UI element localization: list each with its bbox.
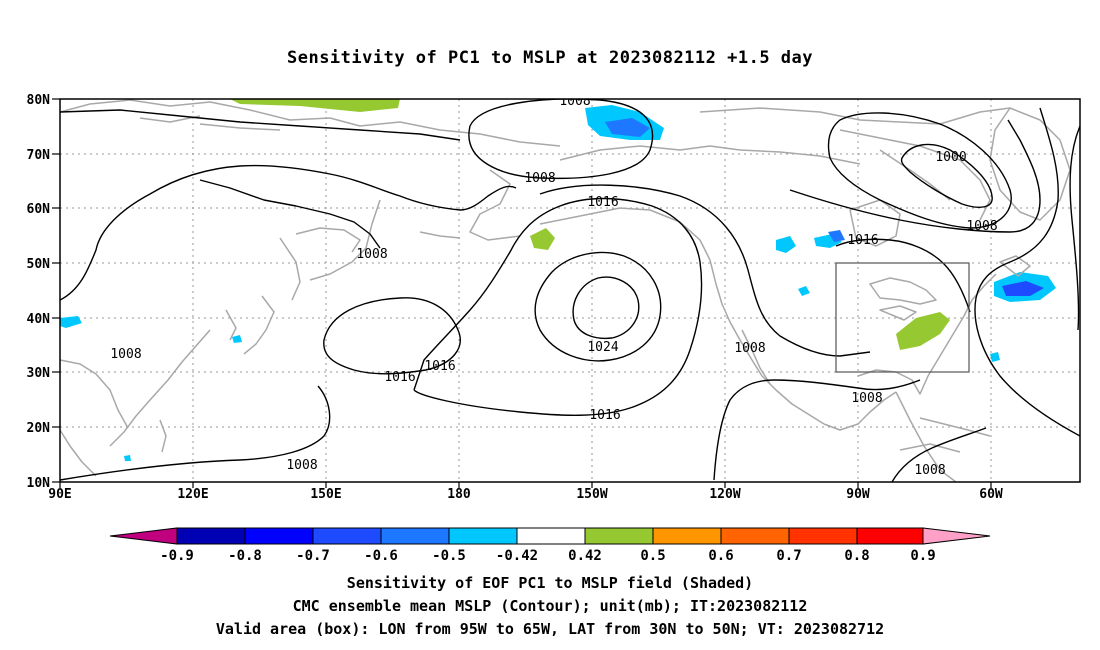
coastlines	[60, 99, 1071, 482]
colorbar-cell	[244, 527, 314, 545]
plot-title: Sensitivity of PC1 to MSLP at 2023082112…	[286, 48, 813, 68]
contour-label: 1016	[847, 233, 878, 248]
lon-tick-label: 150W	[576, 487, 607, 502]
lat-tick-label: 10N	[27, 476, 51, 491]
shade-blue-canada3	[828, 230, 845, 242]
colorbar-label: 0.8	[844, 548, 869, 564]
lon-tick-label: 60W	[979, 487, 1003, 502]
lat-tick-labels: 80N 70N 60N 50N 40N 30N 20N 10N	[27, 93, 51, 491]
sensitivity-shading	[60, 99, 1056, 461]
contour-label: 1024	[587, 340, 618, 355]
colorbar-cell	[788, 527, 858, 545]
colorbar-cell	[856, 527, 924, 545]
colorbar-label: -0.8	[228, 548, 262, 564]
shade-green-arctic	[230, 99, 400, 112]
lon-tick-labels: 90E 120E 150E 180 150W 120W 90W 60W	[48, 487, 1003, 502]
colorbar-label: 0.42	[568, 548, 602, 564]
contour-label: 1016	[589, 408, 620, 423]
axis-ticks	[52, 98, 992, 488]
colorbar-labels: -0.9 -0.8 -0.7 -0.6 -0.5 -0.42 0.42 0.5 …	[160, 548, 936, 564]
contour-label: 1000	[935, 150, 966, 165]
shade-blue-dot3	[232, 335, 242, 343]
contour-labels: 1008 1008 1016 1008 1008 1024 1016 1016 …	[110, 94, 997, 478]
contour-label: 1016	[587, 195, 618, 210]
colorbar-label: 0.6	[708, 548, 733, 564]
shade-blue-canada1	[776, 236, 796, 253]
lon-tick-label: 180	[447, 487, 471, 502]
caption-line-1: Sensitivity of EOF PC1 to MSLP field (Sh…	[346, 574, 754, 592]
shade-blue-dot2	[990, 352, 1000, 362]
shade-blue-westedge	[60, 316, 82, 328]
colorbar-label: -0.5	[432, 548, 466, 564]
colorbar-label: -0.9	[160, 548, 194, 564]
lat-tick-label: 20N	[27, 421, 51, 436]
map-panel: 1008 1008 1016 1008 1008 1024 1016 1016 …	[60, 94, 1080, 482]
lat-tick-label: 70N	[27, 148, 51, 163]
mslp-contours	[60, 99, 1080, 482]
gridlines	[60, 99, 1080, 482]
shade-blue-atlantic-core	[1002, 281, 1044, 296]
colorbar-label: 0.9	[910, 548, 935, 564]
colorbar-cell	[109, 527, 178, 545]
contour-label: 1016	[384, 370, 415, 385]
shade-blue-beaufort-core	[605, 118, 650, 137]
lon-tick-label: 120E	[177, 487, 208, 502]
shade-blue-dot1	[798, 286, 810, 296]
colorbar-label: -0.42	[496, 548, 538, 564]
contour-label: 1008	[110, 347, 141, 362]
shade-green-aleutian	[530, 228, 555, 250]
contour-label: 1008	[734, 341, 765, 356]
lon-tick-label: 150E	[310, 487, 341, 502]
lat-tick-label: 80N	[27, 93, 51, 108]
colorbar-cell	[380, 527, 450, 545]
map-frame	[59, 98, 1081, 483]
colorbar-cell	[516, 527, 586, 545]
colorbar-cell	[652, 527, 722, 545]
colorbar-label: 0.5	[640, 548, 665, 564]
colorbar-cell	[720, 527, 790, 545]
contour-label: 1016	[424, 359, 455, 374]
lon-tick-label: 120W	[709, 487, 740, 502]
colorbar-label: -0.6	[364, 548, 398, 564]
contour-label: 1008	[914, 463, 945, 478]
contour-label: 1008	[559, 94, 590, 109]
contour-label: 1008	[524, 171, 555, 186]
colorbar-label: 0.7	[776, 548, 801, 564]
contour-label: 1008	[966, 219, 997, 234]
colorbar-cell	[922, 527, 991, 545]
lat-tick-label: 30N	[27, 366, 51, 381]
contour-label: 1008	[356, 247, 387, 262]
caption-line-3: Valid area (box): LON from 95W to 65W, L…	[215, 620, 885, 638]
shade-green-eastus	[896, 312, 950, 350]
shade-blue-dot4	[124, 455, 131, 461]
colorbar-cell	[176, 527, 246, 545]
lon-tick-label: 90E	[48, 487, 71, 502]
lat-tick-label: 50N	[27, 257, 51, 272]
colorbar-cell	[584, 527, 654, 545]
lon-tick-label: 90W	[846, 487, 870, 502]
colorbar-cell	[448, 527, 518, 545]
caption-line-2: CMC ensemble mean MSLP (Contour); unit(m…	[292, 597, 808, 615]
contour-label: 1008	[286, 458, 317, 473]
lat-tick-label: 60N	[27, 202, 51, 217]
colorbar-cell	[312, 527, 382, 545]
contour-label: 1008	[851, 391, 882, 406]
valid-area-box	[835, 262, 970, 373]
lat-tick-label: 40N	[27, 312, 51, 327]
colorbar-label: -0.7	[296, 548, 330, 564]
colorbar	[109, 527, 991, 545]
